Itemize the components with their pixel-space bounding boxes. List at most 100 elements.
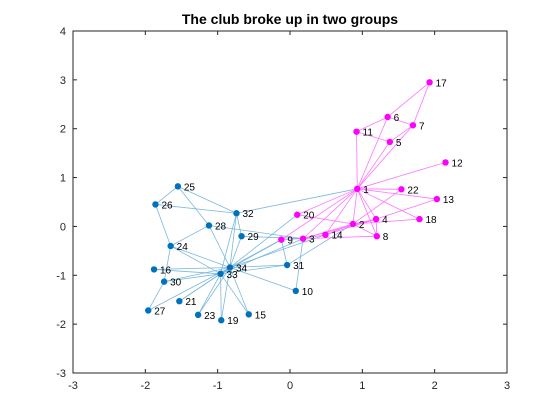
edge-32-33 bbox=[220, 213, 237, 274]
edge-1-14 bbox=[325, 188, 358, 235]
edge-20-34 bbox=[229, 214, 298, 268]
plot-area bbox=[72, 30, 508, 374]
edge-24-30 bbox=[163, 245, 172, 282]
edge-3-28 bbox=[208, 225, 304, 240]
node-24 bbox=[167, 242, 174, 250]
node-15 bbox=[245, 311, 252, 318]
node-13 bbox=[433, 195, 441, 203]
edge-5-7 bbox=[389, 124, 414, 143]
node-1 bbox=[354, 185, 361, 193]
node-label-34: 34 bbox=[236, 263, 248, 274]
x-tick-label: 2 bbox=[432, 380, 438, 392]
node-label-4: 4 bbox=[382, 215, 388, 226]
edge-1-20 bbox=[297, 188, 358, 216]
edge-25-26 bbox=[155, 186, 179, 205]
node-6 bbox=[384, 113, 391, 121]
edge-24-33 bbox=[170, 245, 221, 275]
node-label-19: 19 bbox=[227, 316, 239, 327]
edge-1-12 bbox=[357, 162, 446, 190]
edge-3-29 bbox=[241, 235, 304, 240]
x-tick-label: 1 bbox=[359, 380, 365, 392]
node-5 bbox=[386, 138, 394, 146]
node-28 bbox=[205, 222, 213, 229]
edge-6-17 bbox=[387, 81, 430, 118]
node-label-6: 6 bbox=[394, 113, 400, 124]
node-label-20: 20 bbox=[303, 211, 315, 222]
edge-29-32 bbox=[236, 213, 242, 237]
node-label-10: 10 bbox=[302, 287, 314, 298]
node-label-12: 12 bbox=[452, 158, 464, 169]
node-31 bbox=[283, 261, 291, 269]
edge-7-17 bbox=[412, 82, 430, 126]
edge-1-32 bbox=[236, 188, 358, 214]
edge-2-20 bbox=[297, 214, 353, 225]
node-11 bbox=[353, 128, 360, 135]
edge-31-34 bbox=[229, 264, 288, 268]
edge-15-34 bbox=[229, 267, 250, 315]
edge-5-11 bbox=[356, 131, 390, 143]
edge-27-30 bbox=[147, 281, 165, 311]
node-2 bbox=[349, 220, 357, 228]
node-34 bbox=[226, 264, 234, 271]
edge-24-26 bbox=[155, 204, 172, 247]
node-label-23: 23 bbox=[204, 311, 216, 322]
node-label-11: 11 bbox=[363, 128, 374, 139]
node-label-31: 31 bbox=[293, 261, 305, 272]
y-tick-label: 3 bbox=[60, 75, 66, 87]
y-tick-label: 1 bbox=[60, 173, 66, 185]
edges bbox=[147, 81, 446, 321]
edge-25-28 bbox=[177, 186, 210, 226]
node-8 bbox=[373, 233, 380, 240]
edge-28-34 bbox=[208, 225, 231, 268]
edge-1-5 bbox=[356, 141, 391, 190]
y-tick-label: 4 bbox=[60, 26, 66, 38]
node-27 bbox=[145, 307, 152, 314]
node-label-16: 16 bbox=[160, 265, 172, 276]
edge-3-14 bbox=[302, 234, 326, 240]
y-tick-label: -3 bbox=[56, 368, 66, 380]
edge-4-13 bbox=[375, 198, 437, 220]
node-label-17: 17 bbox=[436, 78, 448, 89]
node-label-18: 18 bbox=[425, 215, 437, 226]
node-25 bbox=[174, 183, 182, 190]
node-label-28: 28 bbox=[215, 221, 227, 232]
edge-19-34 bbox=[220, 267, 231, 321]
edge-1-2 bbox=[352, 188, 358, 225]
edge-1-7 bbox=[356, 125, 414, 190]
edge-4-14 bbox=[325, 218, 377, 236]
x-tick-label: 3 bbox=[504, 380, 510, 392]
node-label-30: 30 bbox=[170, 278, 182, 289]
node-label-29: 29 bbox=[248, 232, 260, 243]
node-23 bbox=[194, 311, 202, 319]
node-label-9: 9 bbox=[287, 236, 293, 247]
edge-31-33 bbox=[220, 264, 288, 275]
nodes bbox=[145, 79, 449, 324]
node-22 bbox=[398, 186, 405, 193]
node-label-33: 33 bbox=[227, 270, 239, 281]
edge-2-8 bbox=[352, 223, 377, 237]
node-30 bbox=[160, 278, 168, 285]
edge-1-4 bbox=[356, 188, 377, 220]
node-4 bbox=[372, 215, 380, 223]
edge-29-34 bbox=[229, 236, 242, 268]
edge-32-34 bbox=[229, 213, 237, 268]
node-33 bbox=[217, 270, 224, 278]
edge-30-33 bbox=[164, 273, 221, 283]
x-tick-label: -1 bbox=[213, 380, 223, 392]
edge-2-31 bbox=[286, 223, 354, 266]
node-labels: 1234567891011121314151617181920212223242… bbox=[154, 78, 463, 327]
edge-26-32 bbox=[155, 204, 237, 214]
node-18 bbox=[416, 215, 423, 223]
y-tick-label: 0 bbox=[60, 221, 66, 233]
node-label-21: 21 bbox=[185, 297, 197, 308]
node-9 bbox=[278, 236, 285, 243]
x-tick-label: -2 bbox=[140, 380, 150, 392]
node-7 bbox=[409, 122, 417, 129]
edge-1-9 bbox=[281, 188, 358, 240]
edge-25-32 bbox=[177, 186, 237, 214]
edge-30-34 bbox=[164, 267, 231, 283]
node-label-8: 8 bbox=[383, 232, 389, 243]
node-label-1: 1 bbox=[363, 185, 369, 196]
